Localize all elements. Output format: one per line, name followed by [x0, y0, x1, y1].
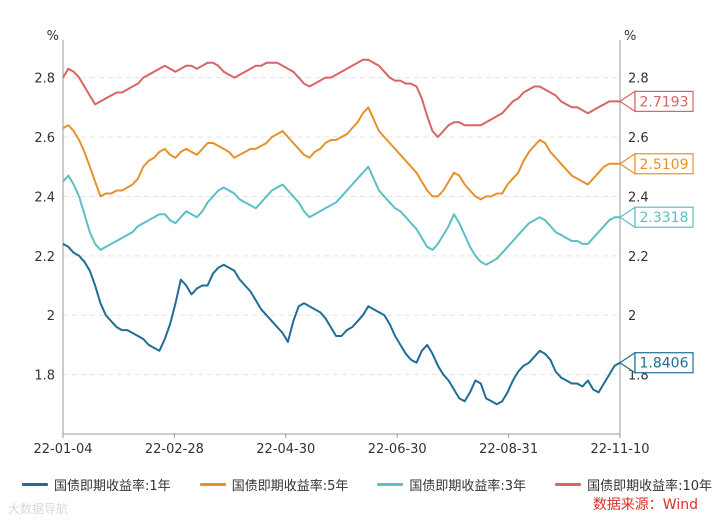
end-label-pointer-2: [618, 206, 636, 229]
x-tick-label: 22-01-04: [33, 442, 92, 457]
legend-swatch-3y: [377, 482, 404, 486]
end-label-box-1: [634, 153, 694, 175]
series-group: [62, 58, 621, 406]
legend-item-1y[interactable]: 国债即期收益率:1年: [22, 474, 171, 494]
legend-item-10y[interactable]: 国债即期收益率:10年: [555, 474, 712, 494]
series-line-2: [62, 165, 620, 266]
y-tick-label-right: 2.6: [628, 131, 649, 146]
end-label-box-0: [634, 352, 694, 374]
y-tick-label-right: 2.8: [628, 72, 649, 87]
end-label-pointer-1: [618, 152, 636, 175]
x-tick-label: 22-04-30: [256, 442, 315, 457]
y-tick-label-left: 2.2: [34, 250, 55, 265]
y-tick-label-left: 1.8: [34, 369, 55, 384]
y-tick-label-left: 2.4: [34, 190, 55, 205]
axes: 1.8 1.82 22.2 2.22.4 2.42.6 2.62.8 2.8% %22-01-…: [33, 29, 649, 457]
end-label-text-3: 2.7193: [640, 94, 689, 110]
series-line-1: [62, 106, 620, 201]
x-tick-label: 22-06-30: [368, 442, 427, 457]
x-tick-label: 22-08-31: [479, 442, 538, 457]
end-label-box-3: [634, 90, 694, 112]
legend-label-5y: 国债即期收益率:5年: [231, 478, 349, 494]
end-label-text-2: 2.3318: [640, 210, 689, 226]
y-tick-label-right: 2.2: [628, 250, 649, 265]
legend-swatch-5y: [199, 482, 226, 486]
legend-label-10y: 国债即期收益率:10年: [587, 478, 712, 494]
data-source: 数据来源：Wind: [592, 497, 698, 513]
watermark: 大数据导航: [8, 502, 69, 516]
legend-swatch-10y: [555, 482, 582, 486]
series-line-0: [62, 243, 621, 406]
end-label-text-1: 2.5109: [640, 157, 689, 173]
end-label-text-0: 1.8406: [640, 356, 689, 372]
legend-label-1y: 国债即期收益率:1年: [54, 478, 171, 494]
legend-swatch-1y: [22, 482, 48, 486]
legend-item-5y[interactable]: 国债即期收益率:5年: [199, 474, 349, 494]
end-label-pointer-3: [618, 90, 636, 113]
series-line-3: [62, 58, 620, 138]
y-tick-label-left: 2.6: [34, 131, 55, 146]
x-tick-label: 22-02-28: [145, 442, 204, 457]
y-tick-label-right: 2.4: [628, 190, 649, 205]
line-chart: 1.8 1.82 22.2 2.22.4 2.42.6 2.62.8 2.8% %22-01-…: [33, 29, 694, 457]
y-unit-right: %: [624, 29, 636, 44]
y-tick-label-right: 2: [628, 309, 636, 324]
y-tick-label-left: 2: [47, 309, 55, 324]
end-label-box-2: [634, 206, 694, 228]
legend: 国债即期收益率:1年 国债即期收益率:5年 国债即期收益率:3年 国债即期收益率…: [22, 474, 712, 494]
legend-item-3y[interactable]: 国债即期收益率:3年: [377, 474, 526, 494]
y-unit-left: %: [47, 29, 59, 44]
legend-label-3y: 国债即期收益率:3年: [409, 478, 527, 494]
end-labels: 1.8406 2.5109 2.3318 2.7193: [618, 90, 694, 374]
x-tick-label: 22-11-10: [590, 442, 649, 457]
grid-lines: [63, 77, 620, 376]
y-tick-label-left: 2.8: [34, 72, 55, 87]
